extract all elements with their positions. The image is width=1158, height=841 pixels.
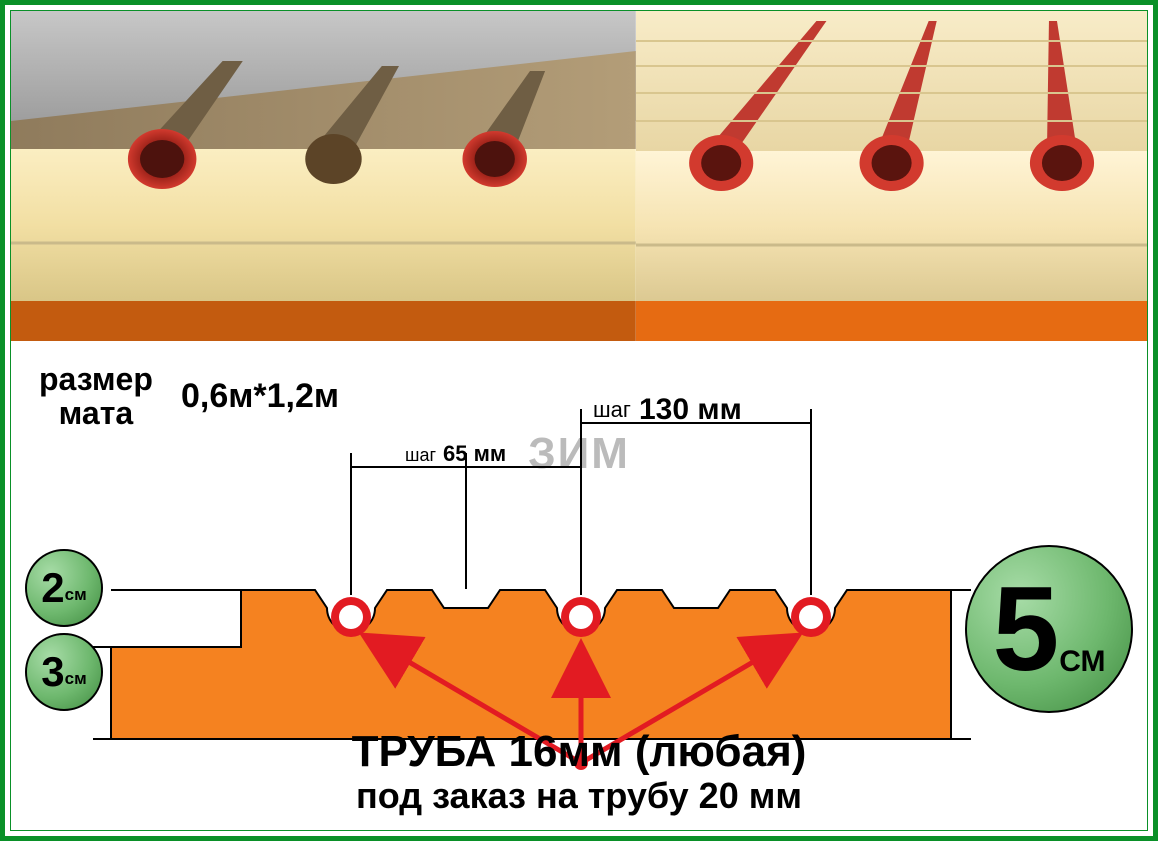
bottom-line2: под заказ на трубу 20 мм — [11, 776, 1147, 816]
mat-size-line1: размер — [39, 361, 153, 397]
thickness-badge-5cm: 5 СМ — [965, 545, 1133, 713]
bottom-caption: ТРУБА 16мм (любая) под заказ на трубу 20… — [11, 728, 1147, 816]
product-photo-right — [636, 11, 1147, 341]
step130-prefix: шаг — [593, 397, 631, 422]
step130-value: 130 мм — [639, 395, 742, 426]
page-frame: размер мата 0,6м*1,2м ЗИМ — [0, 0, 1158, 841]
badge2-value: 2 — [41, 564, 64, 612]
badge5-value: 5 — [992, 560, 1059, 698]
diagram-area: размер мата 0,6м*1,2м ЗИМ — [11, 351, 1147, 830]
step65-value: 65 мм — [443, 441, 506, 466]
photo-left-svg — [11, 11, 636, 341]
thickness-badge-3cm: 3 см — [25, 633, 103, 711]
photo-right-svg — [636, 11, 1147, 341]
badge2-unit: см — [65, 585, 87, 605]
inner-frame: размер мата 0,6м*1,2м ЗИМ — [10, 10, 1148, 831]
product-photo-left — [11, 11, 636, 341]
thickness-badge-2cm: 2 см — [25, 549, 103, 627]
step65-prefix: шаг — [405, 445, 436, 465]
badge3-value: 3 — [41, 648, 64, 696]
badge5-unit: СМ — [1059, 645, 1105, 679]
photo-row — [11, 11, 1147, 341]
badge3-unit: см — [65, 669, 87, 689]
bottom-line1: ТРУБА 16мм (любая) — [11, 728, 1147, 776]
